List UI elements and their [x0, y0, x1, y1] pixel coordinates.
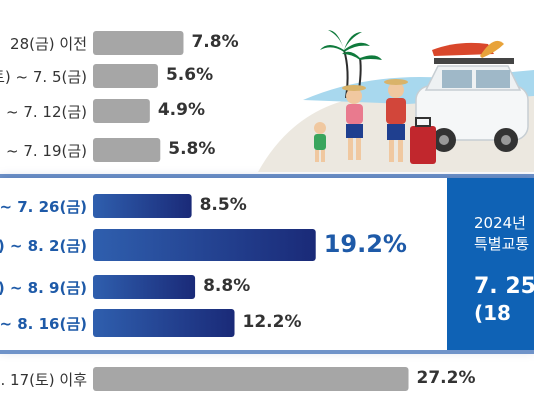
highlight-band-top-border — [0, 174, 534, 178]
bar — [93, 31, 184, 55]
value-label: 4.9% — [157, 100, 205, 120]
value-label: 5.6% — [165, 65, 214, 85]
value-label: 8.8% — [203, 276, 251, 296]
bar — [93, 64, 158, 88]
value-label: 12.2% — [242, 312, 302, 332]
category-label: ) ~ 8. 2(금) — [0, 237, 87, 255]
bar — [93, 229, 316, 261]
value-label: 19.2% — [323, 230, 407, 258]
value-label: 7.8% — [191, 32, 239, 52]
bar — [93, 194, 192, 218]
value-label: 8.5% — [199, 195, 247, 215]
beach-family-car-illustration — [258, 30, 534, 172]
info-line-3: 7. 25 — [474, 274, 534, 299]
category-label: 토) ~ 7. 12(금) — [0, 103, 87, 121]
value-label: 5.8% — [168, 139, 216, 159]
category-label: 토) ~ 7. 19(금) — [0, 142, 87, 160]
info-line-4: (18 — [474, 301, 511, 325]
info-line-1: 2024년 — [474, 214, 526, 232]
category-label: ) ~ 8. 9(금) — [0, 279, 87, 297]
category-label: 28(금) 이전 — [10, 35, 87, 53]
bar — [93, 99, 150, 123]
info-box: 2024년 특별교통 7. 25 (18 — [447, 178, 534, 350]
category-label: ~ 7. 26(금) — [0, 198, 87, 216]
highlight-band-bottom-border — [0, 350, 534, 354]
info-line-2: 특별교통 — [474, 235, 530, 253]
bar — [93, 367, 409, 391]
bar — [93, 309, 235, 337]
category-label: ~ 8. 16(금) — [0, 315, 87, 333]
category-label: 토) ~ 7. 5(금) — [0, 68, 87, 86]
highlight-band — [0, 178, 534, 350]
value-label: 27.2% — [416, 368, 476, 388]
bar — [93, 275, 196, 299]
bar — [93, 138, 161, 162]
category-label: 3. 17(토) 이후 — [0, 371, 87, 389]
